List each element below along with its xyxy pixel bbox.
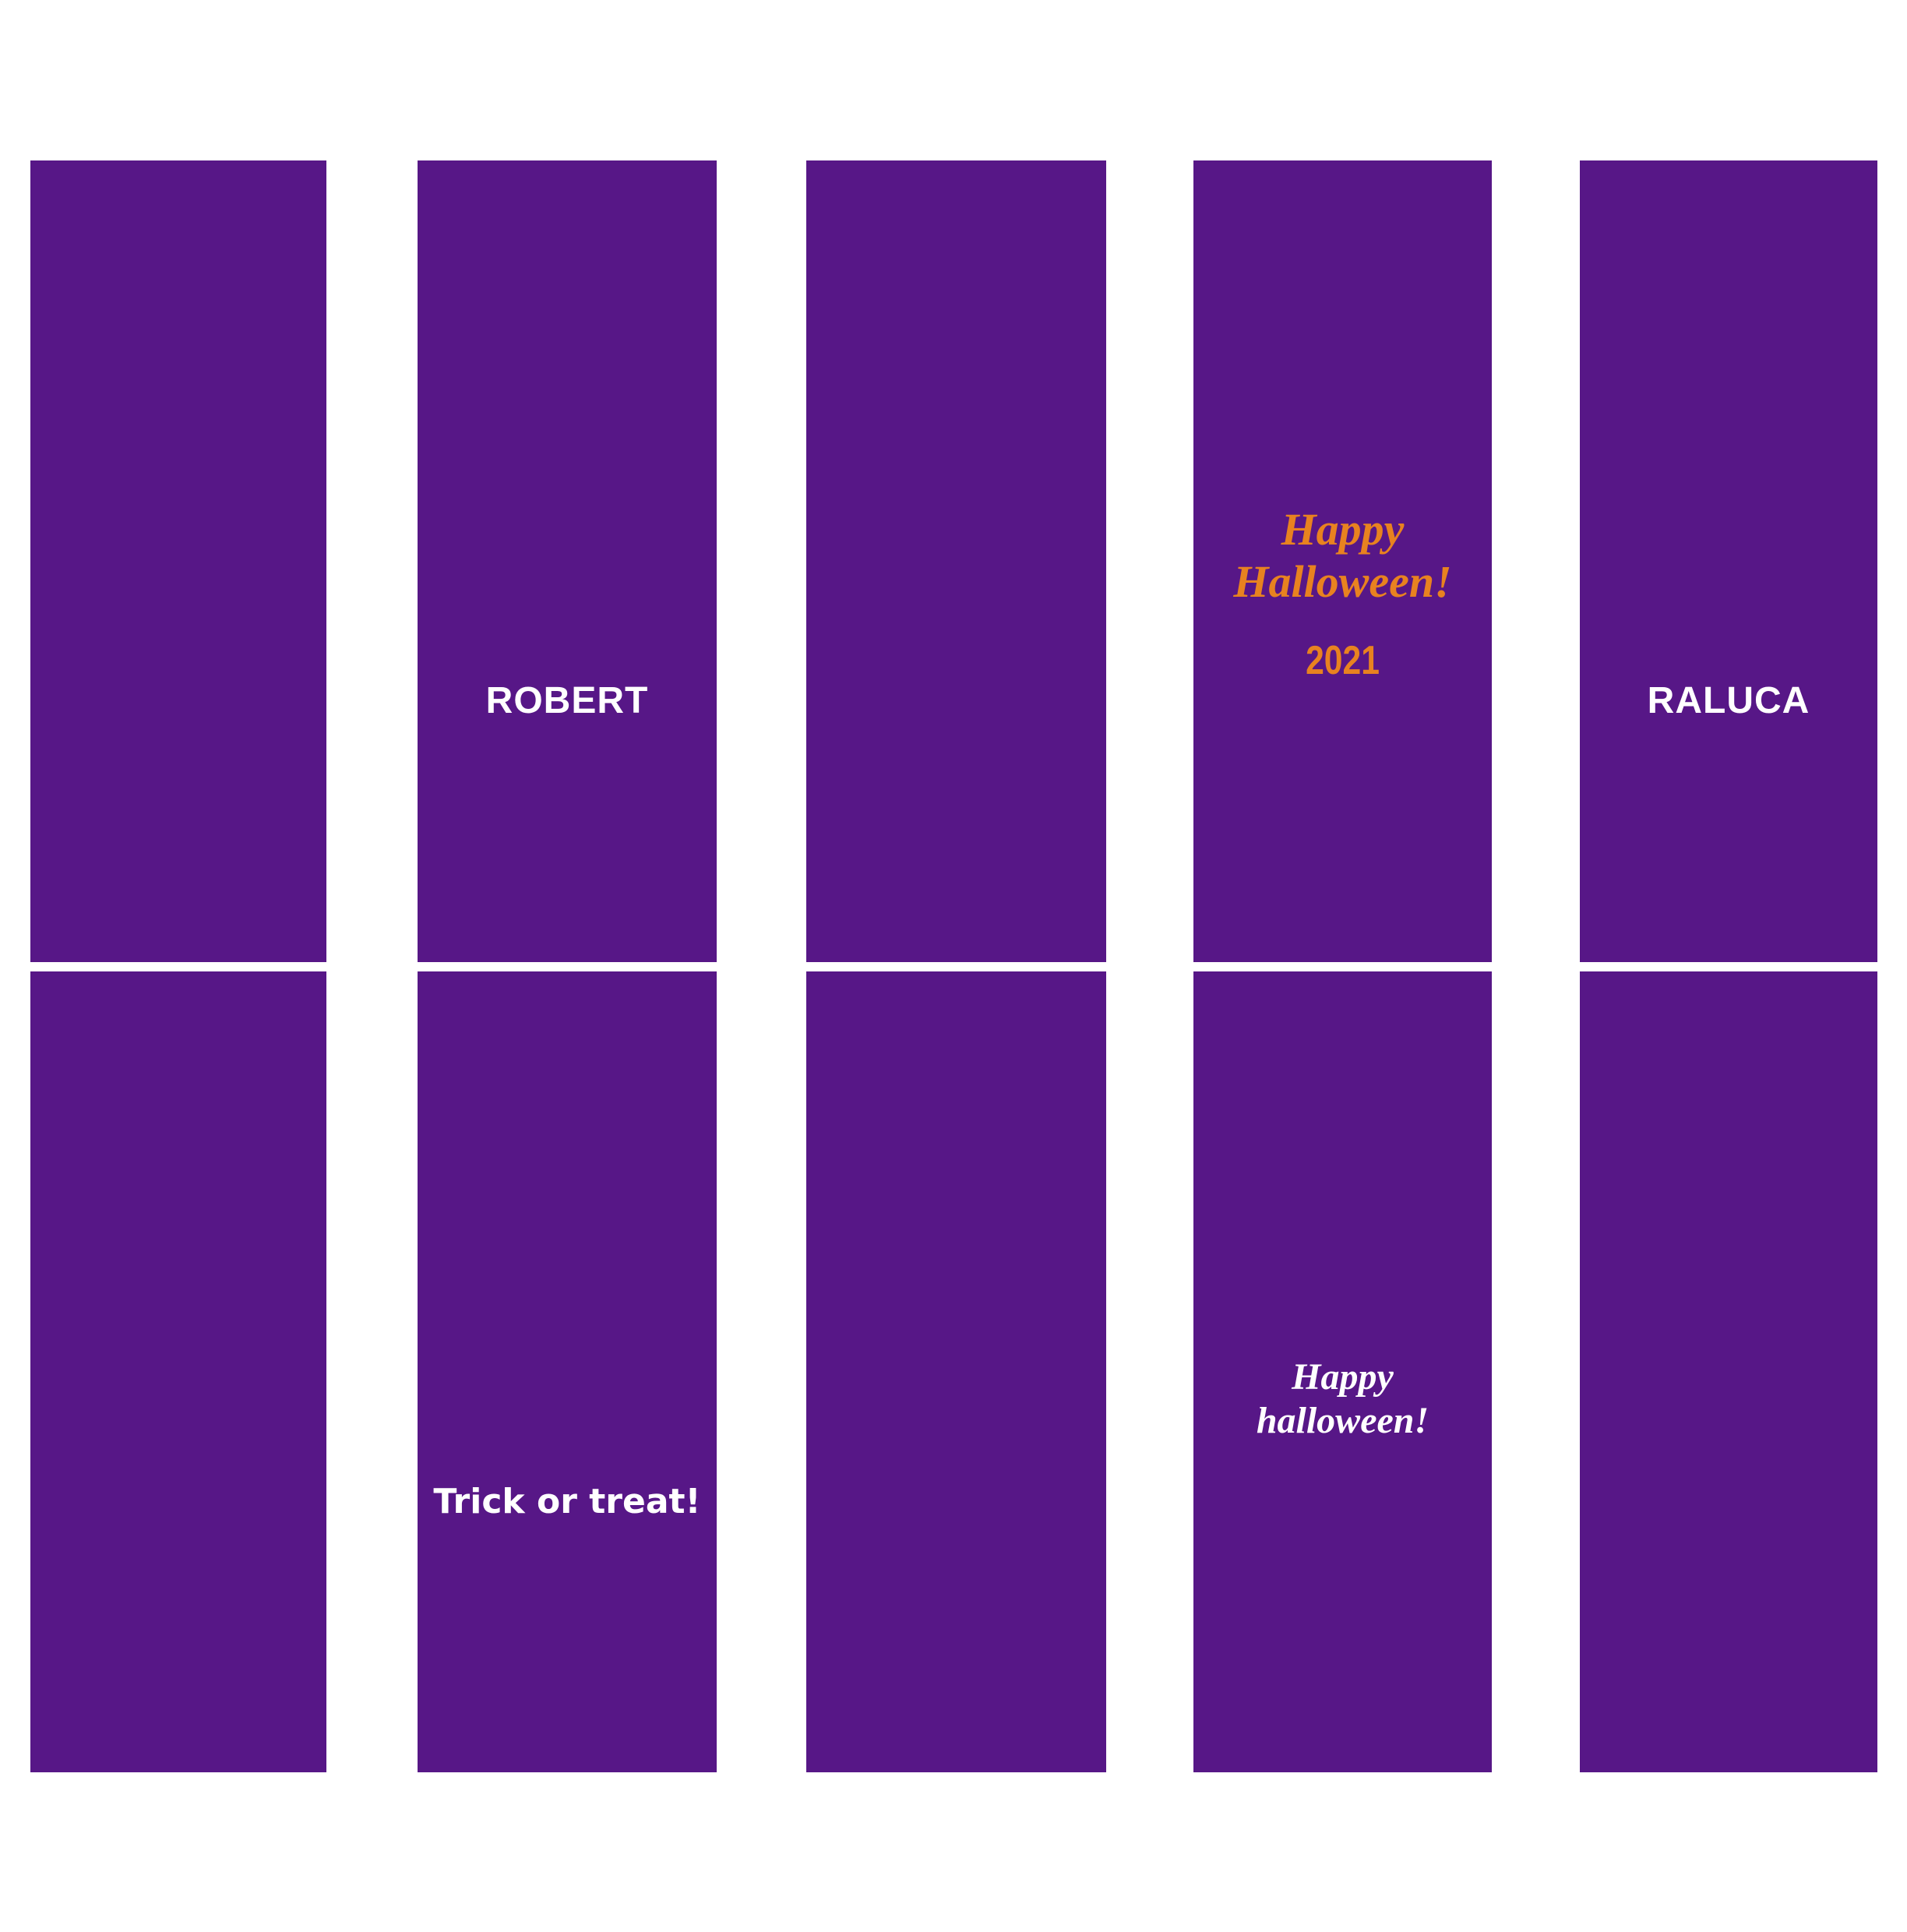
wrapper-panel-r2c5 (1580, 971, 1877, 1772)
greeting-line-1: Happy (1292, 1356, 1394, 1398)
wrapper-panel-r1c1 (30, 160, 326, 962)
wrapper-panel-r2c3 (806, 971, 1106, 1772)
greeting-line-1: Happy (1281, 504, 1405, 555)
name-label-raluca: RALUCA (1647, 680, 1810, 721)
wrapper-panel-r1c2: ROBERT (418, 160, 717, 962)
wrapper-panel-r1c5: RALUCA (1580, 160, 1877, 962)
name-label-robert: ROBERT (485, 680, 649, 721)
greeting-happy-halloween-orange: Happy Halloween! (1193, 503, 1492, 608)
wrapper-panel-r2c2: Trick or treat! (418, 971, 717, 1772)
greeting-line-2: Halloween! (1233, 556, 1452, 607)
wrapper-panel-r2c4: Happy halloween! (1193, 971, 1492, 1772)
wrapper-panel-r1c3 (806, 160, 1106, 962)
greeting-line-2: halloween! (1256, 1400, 1429, 1441)
wrapper-panel-r2c1 (30, 971, 326, 1772)
greeting-happy-halloween-white: Happy halloween! (1193, 1356, 1492, 1443)
wrapper-panel-r1c4: Happy Halloween! 2021 (1193, 160, 1492, 962)
year-label: 2021 (1306, 638, 1380, 683)
trick-or-treat-label: Trick or treat! (433, 1482, 701, 1521)
